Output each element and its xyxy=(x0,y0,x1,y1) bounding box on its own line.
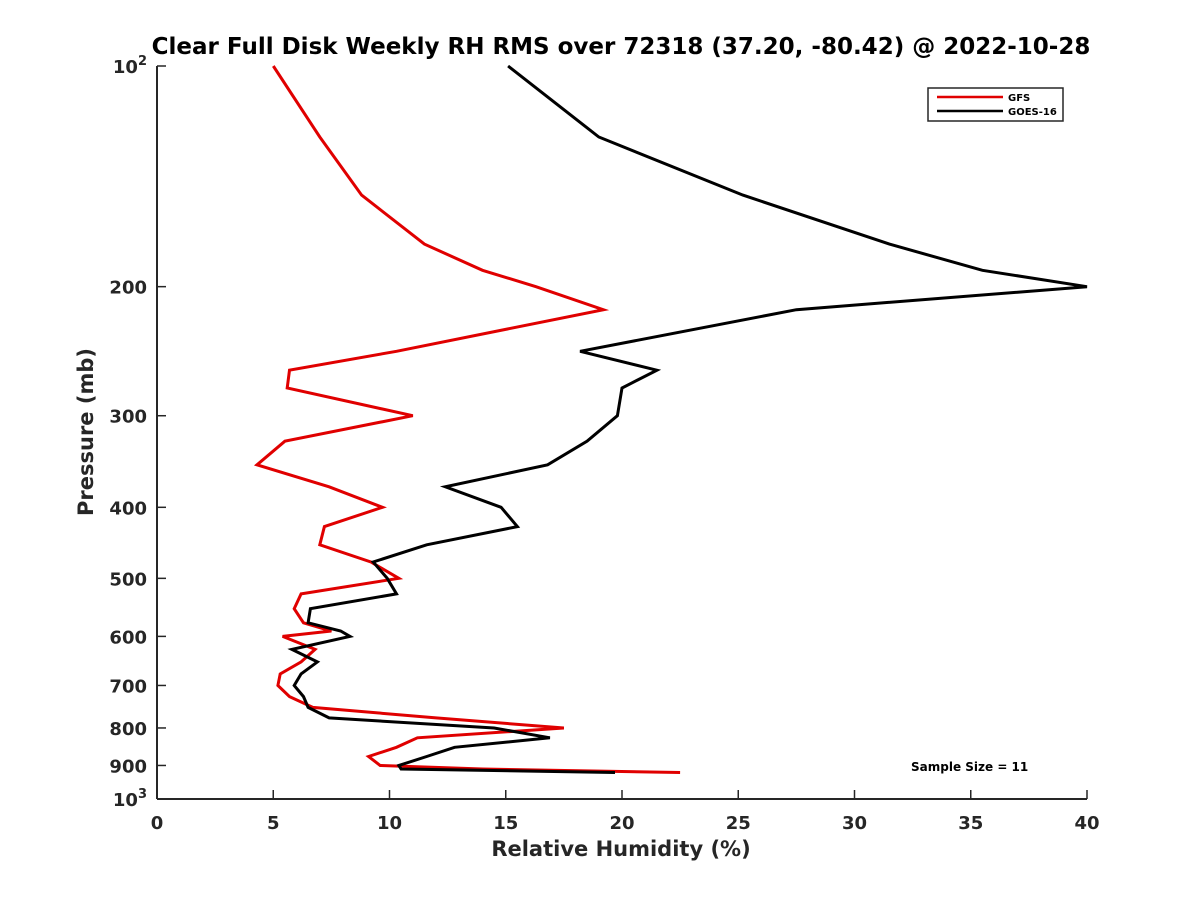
y-tick-label: 200 xyxy=(109,278,147,299)
legend: GFS GOES-16 xyxy=(927,87,1064,122)
x-tick-label: 15 xyxy=(493,813,518,834)
series-line-gfs xyxy=(253,65,681,774)
legend-label-gfs: GFS xyxy=(1008,93,1030,104)
legend-box xyxy=(927,87,1064,122)
y-axis-label: Pressure (mb) xyxy=(74,348,98,516)
series-layer xyxy=(253,64,1088,774)
y-tick-label: 600 xyxy=(109,627,147,648)
x-tick-label: 10 xyxy=(377,813,402,834)
x-axis-label: Relative Humidity (%) xyxy=(491,837,750,861)
y-tick-label: 800 xyxy=(109,719,147,740)
sample-size-annotation: Sample Size = 11 xyxy=(911,760,1028,774)
y-tick-label: 102 xyxy=(113,54,147,78)
x-tick-label: 25 xyxy=(726,813,751,834)
x-tick-label: 35 xyxy=(958,813,983,834)
y-tick-label: 700 xyxy=(109,676,147,697)
x-tick-label: 0 xyxy=(151,813,164,834)
y-tick-label: 900 xyxy=(109,756,147,777)
x-tick-label: 20 xyxy=(609,813,634,834)
x-tick-label: 30 xyxy=(842,813,867,834)
y-tick-label: 400 xyxy=(109,498,147,519)
x-tick-label: 5 xyxy=(267,813,280,834)
y-tick-label: 500 xyxy=(109,569,147,590)
y-tick-label: 300 xyxy=(109,407,147,428)
series-line-goes16 xyxy=(287,64,1088,774)
chart-title: Clear Full Disk Weekly RH RMS over 72318… xyxy=(152,34,1091,60)
y-tick-label: 103 xyxy=(113,787,147,811)
x-ticks: 0 5 10 15 20 25 30 35 40 xyxy=(151,790,1100,834)
x-tick-label: 40 xyxy=(1074,813,1099,834)
legend-label-goes16: GOES-16 xyxy=(1008,107,1057,118)
y-ticks: 102 200 300 400 500 600 700 800 900 103 xyxy=(109,54,166,811)
